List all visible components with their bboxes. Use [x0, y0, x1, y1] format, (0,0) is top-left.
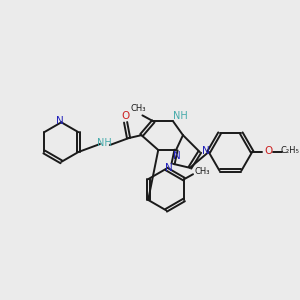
Text: N: N — [165, 163, 173, 173]
Text: NH: NH — [172, 111, 188, 122]
Text: NH: NH — [98, 138, 112, 148]
Text: CH₃: CH₃ — [194, 167, 210, 176]
Text: O: O — [264, 146, 272, 156]
Text: C₂H₅: C₂H₅ — [280, 146, 299, 155]
Text: O: O — [122, 111, 130, 122]
Text: N: N — [173, 151, 181, 161]
Text: N: N — [56, 116, 64, 126]
Text: CH₃: CH₃ — [131, 104, 146, 113]
Text: N: N — [202, 146, 210, 156]
